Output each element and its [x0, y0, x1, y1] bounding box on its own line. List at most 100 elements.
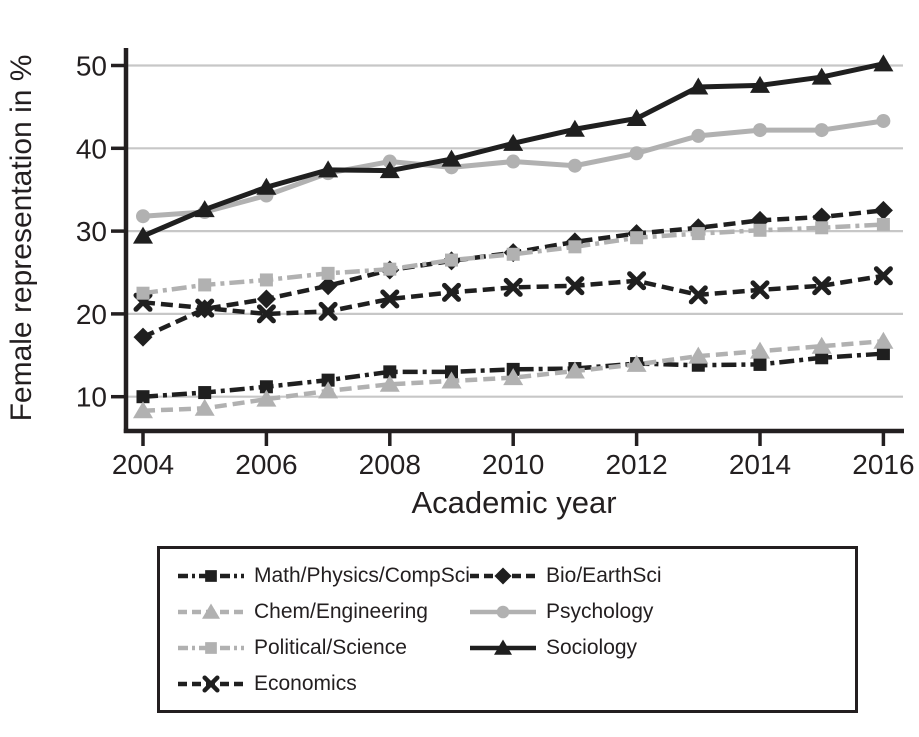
data-point-sociology — [256, 177, 277, 195]
data-point-chem-engineering — [873, 331, 894, 349]
data-point-chem-engineering — [564, 361, 585, 379]
data-point-psychology — [567, 158, 582, 173]
x-tick-label-2012: 2012 — [605, 449, 667, 480]
x-tick-label-2014: 2014 — [729, 449, 791, 480]
data-point-chem-engineering — [379, 374, 400, 392]
data-point-psychology — [876, 113, 891, 128]
data-point-political-science — [815, 221, 829, 235]
data-point-economics — [503, 277, 523, 297]
y-tick-label-10: 10 — [76, 382, 107, 413]
data-point-chem-engineering — [626, 354, 647, 372]
legend-label-economics: Economics — [254, 672, 357, 695]
data-point-math-physics-compsci — [259, 380, 273, 394]
data-point-political-science — [691, 227, 705, 241]
data-point-sociology — [688, 77, 709, 95]
legend-column-2: Bio/EarthSci Psychology Sociology — [470, 558, 662, 666]
legend-column-1: Math/Physics/CompSci Chem/Engineering Poli… — [178, 558, 470, 702]
data-point-chem-engineering — [318, 381, 339, 399]
legend-label-psychology: Psychology — [546, 600, 654, 623]
data-point-psychology — [753, 123, 767, 138]
x-tick-label-2006: 2006 — [235, 449, 297, 480]
legend-item-psychology: Psychology — [470, 594, 662, 630]
data-point-math-physics-compsci — [136, 390, 150, 404]
y-axis-title: Female representation in % — [5, 55, 38, 422]
data-point-chem-engineering — [441, 371, 462, 389]
data-point-psychology — [506, 154, 521, 169]
legend-label-sociology: Sociology — [546, 636, 638, 659]
circle-icon — [496, 605, 510, 619]
data-point-political-science — [259, 273, 273, 287]
data-point-math-physics-compsci — [815, 351, 829, 365]
data-point-sociology — [873, 54, 894, 72]
data-point-sociology — [194, 200, 215, 218]
square-icon — [205, 570, 217, 582]
data-point-political-science — [876, 217, 890, 231]
data-point-sociology — [133, 226, 153, 244]
y-tick-label-40: 40 — [76, 133, 107, 164]
data-point-chem-engineering — [256, 389, 277, 407]
data-point-political-science — [568, 240, 582, 254]
data-point-math-physics-compsci — [876, 347, 890, 361]
data-point-economics — [565, 276, 585, 296]
data-point-political-science — [506, 247, 520, 261]
x-tick-label-2010: 2010 — [482, 449, 544, 480]
data-point-psychology — [814, 123, 829, 138]
data-point-psychology — [136, 209, 150, 224]
data-point-bio-earthsci — [133, 327, 153, 347]
x-tick-label-2016: 2016 — [852, 449, 914, 480]
data-point-economics — [812, 276, 832, 296]
sociology-legend-sample — [470, 639, 536, 655]
data-point-sociology — [811, 67, 832, 85]
legend-item-sociology: Sociology — [470, 630, 662, 666]
legend: Math/Physics/CompSci Chem/Engineering Poli… — [157, 546, 858, 713]
legend-item-chem-engineering: Chem/Engineering — [178, 594, 470, 630]
data-point-chem-engineering — [503, 368, 524, 386]
data-point-chem-engineering — [750, 341, 770, 359]
psychology-legend-sample — [470, 605, 536, 619]
triangle-icon — [202, 603, 220, 619]
data-point-chem-engineering — [133, 401, 153, 419]
data-point-economics — [318, 301, 338, 321]
data-point-economics — [195, 298, 215, 318]
bio-earthsci-legend-sample — [470, 567, 536, 585]
data-point-sociology — [626, 108, 647, 126]
data-point-economics — [688, 285, 708, 305]
data-point-chem-engineering — [688, 346, 709, 364]
legend-label-bio-earthsci: Bio/EarthSci — [546, 564, 662, 587]
triangle-icon — [494, 639, 512, 655]
data-point-political-science — [630, 231, 644, 245]
x-tick-label-2008: 2008 — [359, 449, 421, 480]
data-point-bio-earthsci — [256, 289, 276, 309]
data-point-bio-earthsci — [873, 200, 893, 220]
legend-label-political-science: Political/Science — [254, 636, 407, 659]
data-point-economics — [442, 282, 461, 302]
data-point-sociology — [750, 75, 770, 93]
data-point-political-science — [383, 262, 397, 276]
economics-legend-sample — [178, 675, 244, 693]
data-point-chem-engineering — [194, 398, 215, 416]
data-point-political-science — [753, 223, 767, 237]
data-point-sociology — [564, 119, 585, 137]
data-point-political-science — [445, 253, 458, 267]
data-point-economics — [256, 304, 276, 324]
data-point-math-physics-compsci — [753, 357, 767, 371]
data-point-sociology — [318, 160, 339, 178]
data-point-chem-engineering — [811, 336, 832, 354]
x-icon — [202, 675, 220, 693]
data-point-psychology — [691, 128, 706, 143]
data-point-political-science — [136, 286, 150, 300]
x-axis-title: Academic year — [411, 485, 616, 520]
chart-svg: 10 20 30 40 50 2004 2006 2008 2010 2012 2014 2016 F… — [5, 48, 915, 520]
data-point-sociology — [503, 133, 524, 151]
legend-label-chem-engineering: Chem/Engineering — [254, 600, 428, 623]
chem-engineering-legend-sample — [178, 603, 244, 619]
data-point-psychology — [629, 146, 644, 161]
y-tick-label-50: 50 — [76, 51, 107, 82]
data-point-sociology — [441, 149, 462, 167]
political-science-legend-sample — [178, 642, 244, 654]
y-tick-label-30: 30 — [76, 216, 107, 247]
data-point-political-science — [321, 266, 335, 280]
chart-layers: 10 20 30 40 50 2004 2006 2008 2010 2012 2014 2016 — [76, 48, 915, 480]
data-point-math-physics-compsci — [321, 373, 335, 387]
